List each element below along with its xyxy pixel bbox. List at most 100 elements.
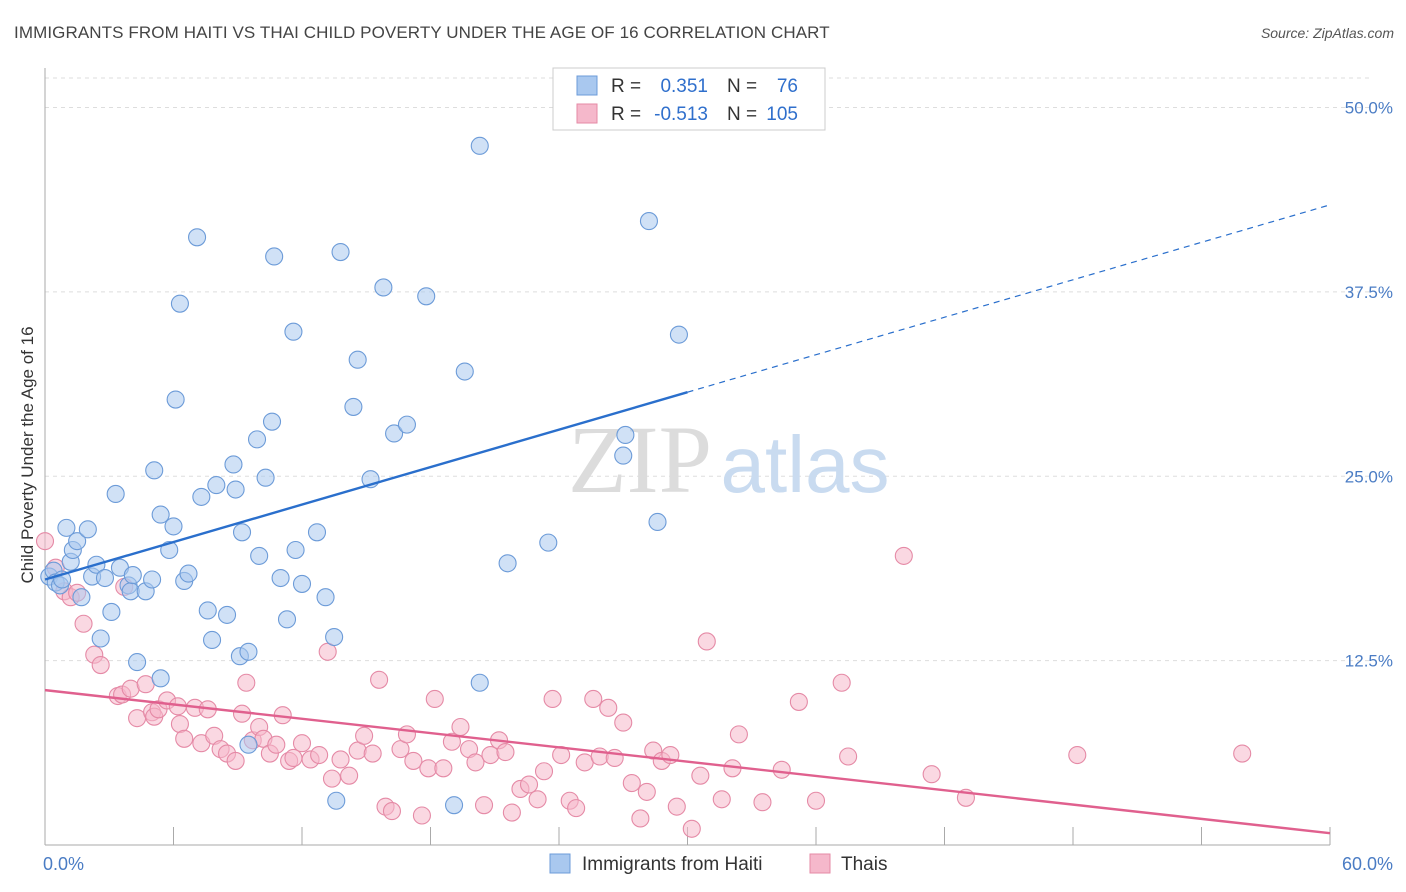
legend-box: R = 0.351 N = 76 R = -0.513 N = 105 [552,67,826,131]
data-point-haiti [179,564,198,583]
data-point-haiti [271,568,290,588]
data-point-haiti [325,627,344,647]
data-point-thai [1233,744,1252,763]
data-point-thai [363,744,382,763]
data-point-thai [355,726,374,745]
data-point-thai [175,729,194,748]
data-point-thai [434,759,453,778]
data-point-thai [637,782,656,801]
data-point-haiti [151,505,170,524]
data-point-thai [543,689,562,709]
data-point-thai [567,799,586,818]
data-point-thai [474,796,494,815]
data-point-haiti [262,412,282,431]
data-point-haiti [188,228,207,247]
data-point-thai [922,765,941,784]
data-point-thai [267,735,286,754]
data-point-haiti [151,669,170,688]
data-point-haiti [307,523,327,542]
data-point-haiti [164,517,183,536]
data-point-thai [697,632,716,651]
data-point-thai [894,546,913,565]
data-point-haiti [217,605,237,624]
data-point-thai [340,766,359,785]
series-haiti [40,136,688,815]
data-point-haiti [455,362,474,381]
watermark-zip: ZIP [568,406,712,513]
data-point-thai [789,692,808,711]
x-tick-labels: 0.0% 60.0% [43,854,1393,874]
x-tick-label: 0.0% [43,854,84,874]
data-point-haiti [123,566,142,585]
legend-n-value-thai: 105 [766,104,798,125]
data-point-thai [74,614,93,633]
data-point-haiti [198,601,217,620]
x-tick-label: 60.0% [1342,854,1393,874]
bottom-legend-swatch-thai [809,853,831,874]
data-point-haiti [256,468,275,487]
data-point-thai [237,673,256,692]
data-point-haiti [639,212,659,231]
data-point-haiti [284,322,303,341]
data-point-haiti [397,415,416,434]
data-point-haiti [648,512,667,532]
y-tick-label: 37.5% [1345,283,1393,302]
data-point-thai [839,747,858,766]
data-point-haiti [470,673,489,692]
bottom-legend-label-thai: Thais [841,854,887,875]
legend-swatch-haiti [576,75,598,96]
legend-r-value-thai: -0.513 [654,104,708,125]
data-point-thai [121,679,140,698]
data-point-thai [772,760,791,779]
data-point-thai [1068,745,1087,765]
data-point-thai [519,775,539,794]
data-point-thai [622,773,641,793]
data-point-thai [35,532,55,551]
legend-r-label-haiti: R = [611,76,641,97]
data-point-thai [614,713,633,732]
data-point-thai [534,762,554,781]
data-point-thai [292,734,312,753]
data-point-haiti [498,554,517,573]
data-point-thai [528,790,547,809]
data-point-thai [584,689,603,709]
data-point-haiti [614,446,633,465]
data-point-thai [832,673,851,692]
data-point-haiti [226,480,245,499]
watermark-atlas: atlas [721,420,890,509]
data-point-thai [481,745,500,765]
data-point-haiti [232,523,252,542]
data-point-haiti [239,642,258,661]
data-point-haiti [145,461,164,480]
y-tick-label: 50.0% [1345,99,1393,118]
data-point-haiti [344,397,363,416]
trend-line-haiti-extension [687,204,1331,393]
trend-lines [44,204,1331,835]
data-point-haiti [316,588,335,607]
trend-line-thai [44,688,1331,835]
data-point-haiti [445,796,464,815]
y-tick-labels: 12.5% 25.0% 37.5% 50.0% [1345,99,1393,671]
data-point-haiti [374,278,393,297]
trend-line-haiti [44,391,688,581]
y-tick-label: 25.0% [1345,467,1393,486]
data-point-thai [599,698,618,717]
data-point-thai [667,797,686,816]
data-point-haiti [72,588,91,607]
series-thais [35,532,1252,838]
data-point-thai [382,802,402,821]
y-axis-label: Child Poverty Under the Age of 16 [18,326,37,583]
data-point-thai [425,689,444,709]
data-point-haiti [68,532,87,551]
data-point-haiti [292,574,312,593]
data-point-haiti [250,546,269,565]
data-point-haiti [143,570,162,589]
data-point-haiti [331,243,350,262]
legend-n-label-thai: N = [727,104,757,125]
legend-n-label-haiti: N = [727,76,757,97]
data-point-haiti [417,287,436,306]
bottom-legend: Immigrants from Haiti Thais [549,853,887,875]
bottom-legend-swatch-haiti [549,853,571,874]
data-point-haiti [128,653,147,672]
